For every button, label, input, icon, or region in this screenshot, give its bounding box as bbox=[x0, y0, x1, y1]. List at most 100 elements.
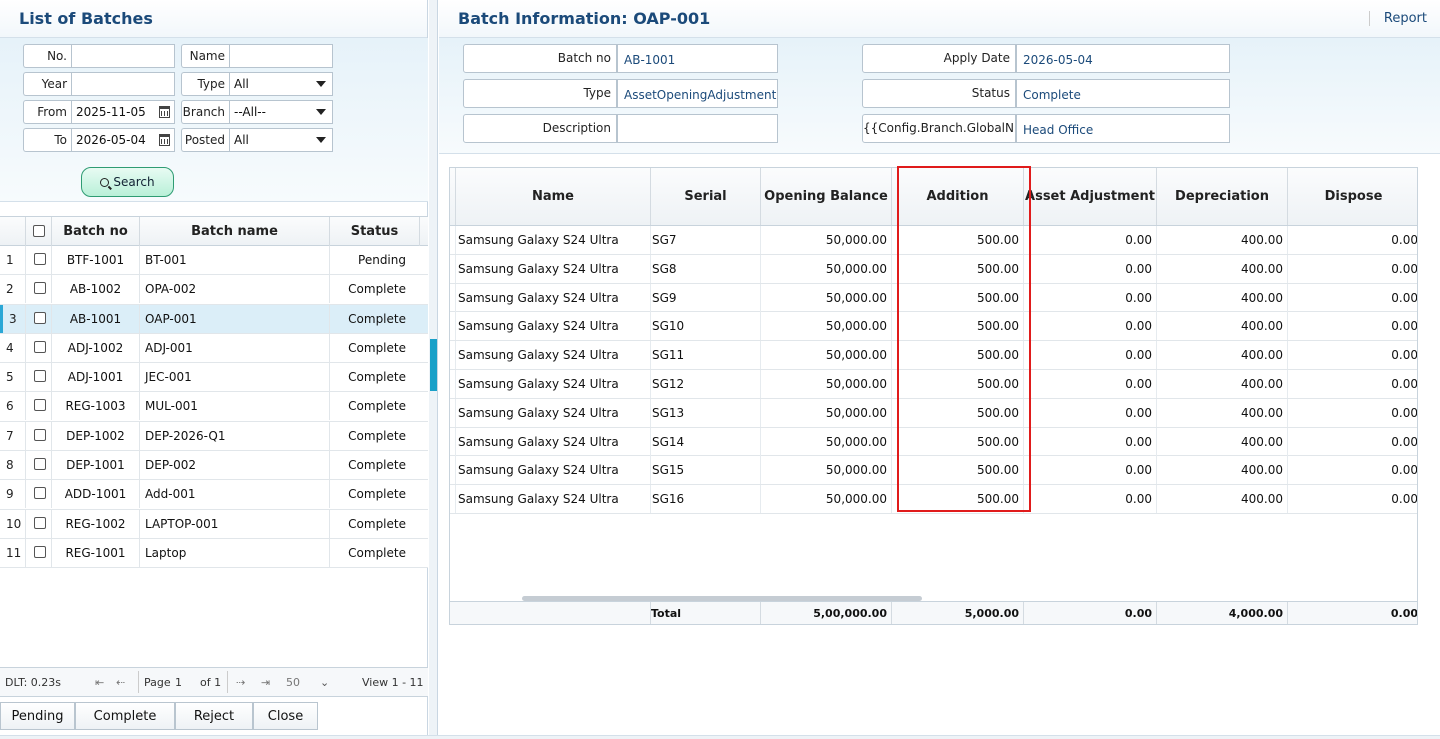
table-row[interactable]: 10 REG-1002 LAPTOP-001 Complete bbox=[0, 509, 428, 539]
page-size-select[interactable]: 50 bbox=[286, 676, 300, 689]
asset-name-cell: Samsung Galaxy S24 Ultra bbox=[456, 226, 651, 254]
table-row[interactable]: 8 DEP-1001 DEP-002 Complete bbox=[0, 451, 428, 481]
column-header-batch-name[interactable]: Batch name bbox=[140, 217, 330, 246]
apply-date-field[interactable]: 2026-05-04 bbox=[1016, 44, 1230, 73]
table-row[interactable]: Samsung Galaxy S24 Ultra SG11 50,000.00 500… bbox=[450, 341, 1417, 370]
table-row[interactable]: Samsung Galaxy S24 Ultra SG14 50,000.00 500… bbox=[450, 427, 1417, 457]
branch-field[interactable]: Head Office bbox=[1016, 114, 1230, 143]
row-checkbox[interactable] bbox=[34, 428, 46, 441]
table-row[interactable]: 2 AB-1002 OPA-002 Complete bbox=[0, 275, 428, 305]
totals-spacer bbox=[456, 602, 651, 624]
select-all-header[interactable] bbox=[26, 217, 52, 246]
row-checkbox-cell[interactable] bbox=[26, 246, 52, 274]
no-input[interactable] bbox=[71, 44, 175, 68]
calendar-icon[interactable] bbox=[159, 106, 170, 118]
row-checkbox-cell[interactable] bbox=[26, 451, 52, 480]
depreciation-cell: 400.00 bbox=[1157, 427, 1288, 456]
pane-splitter[interactable] bbox=[429, 0, 438, 739]
table-row[interactable]: 5 ADJ-1001 JEC-001 Complete bbox=[0, 363, 428, 393]
type-select[interactable]: All bbox=[229, 72, 333, 96]
next-page-icon[interactable]: ⇢ bbox=[236, 676, 246, 689]
type-field[interactable]: AssetOpeningAdjustment bbox=[617, 79, 778, 108]
column-header-addition[interactable]: Addition bbox=[892, 168, 1024, 225]
year-input[interactable] bbox=[71, 72, 175, 96]
table-row[interactable]: Samsung Galaxy S24 Ultra SG12 50,000.00 500… bbox=[450, 370, 1417, 399]
table-row[interactable]: Samsung Galaxy S24 Ultra SG13 50,000.00 500… bbox=[450, 398, 1417, 428]
from-date-input[interactable]: 2025-11-05 bbox=[71, 100, 175, 124]
table-row[interactable]: 6 REG-1003 MUL-001 Complete bbox=[0, 392, 428, 422]
posted-select[interactable]: All bbox=[229, 128, 333, 152]
asset-name-cell: Samsung Galaxy S24 Ultra bbox=[456, 370, 651, 398]
dispose-cell: 0.00 bbox=[1391, 261, 1418, 276]
close-button[interactable]: Close bbox=[253, 702, 318, 730]
table-row[interactable]: 4 ADJ-1002 ADJ-001 Complete bbox=[0, 333, 428, 364]
column-header-depreciation[interactable]: Depreciation bbox=[1157, 168, 1288, 225]
to-date-input[interactable]: 2026-05-04 bbox=[71, 128, 175, 152]
column-header-opening-balance[interactable]: Opening Balance bbox=[761, 168, 892, 225]
table-row[interactable]: 1 BTF-1001 BT-001 Pending bbox=[0, 246, 428, 276]
row-checkbox[interactable] bbox=[34, 282, 46, 295]
row-checkbox[interactable] bbox=[34, 253, 46, 265]
last-page-icon[interactable]: ⇥ bbox=[261, 676, 271, 689]
chevron-down-icon[interactable]: ⌄ bbox=[320, 676, 330, 689]
row-checkbox-cell[interactable] bbox=[26, 421, 52, 450]
first-page-icon[interactable]: ⇤ bbox=[95, 676, 105, 689]
batch-info-form: Batch no AB-1001 Type AssetOpeningAdjust… bbox=[439, 38, 1440, 154]
description-field[interactable] bbox=[617, 114, 778, 143]
column-header-asset-adjustment[interactable]: Asset Adjustment bbox=[1024, 168, 1157, 225]
row-checkbox-cell[interactable] bbox=[26, 509, 52, 538]
select-all-checkbox[interactable] bbox=[33, 225, 45, 237]
column-header-batch-no[interactable]: Batch no bbox=[52, 217, 140, 246]
table-row[interactable]: Samsung Galaxy S24 Ultra SG15 50,000.00 500… bbox=[450, 456, 1417, 486]
prev-page-icon[interactable]: ⇠ bbox=[116, 676, 126, 689]
column-header-status[interactable]: Status bbox=[330, 217, 420, 246]
batch-no-field[interactable]: AB-1001 bbox=[617, 44, 778, 73]
report-link[interactable]: Report bbox=[1368, 11, 1427, 26]
splitter-handle[interactable] bbox=[430, 339, 437, 391]
name-input[interactable] bbox=[229, 44, 333, 68]
batch-information-pane: Batch Information: OAP-001 Report Batch … bbox=[439, 0, 1440, 739]
row-checkbox-cell[interactable] bbox=[26, 363, 52, 392]
row-checkbox[interactable] bbox=[34, 516, 46, 529]
table-row[interactable]: 9 ADD-1001 Add-001 Complete bbox=[0, 480, 428, 510]
reject-button[interactable]: Reject bbox=[175, 702, 253, 730]
page-number-input[interactable]: 1 bbox=[175, 676, 182, 689]
horizontal-scrollbar[interactable] bbox=[522, 596, 922, 601]
addition-cell: 500.00 bbox=[892, 226, 1024, 254]
row-checkbox[interactable] bbox=[34, 340, 46, 353]
table-row[interactable]: 11 REG-1001 Laptop Complete bbox=[0, 538, 428, 569]
row-checkbox[interactable] bbox=[34, 399, 46, 412]
column-header-serial[interactable]: Serial bbox=[651, 168, 761, 225]
column-header-dispose[interactable]: Dispose bbox=[1324, 188, 1383, 204]
row-checkbox-cell[interactable] bbox=[26, 304, 52, 333]
branch-select[interactable]: --All-- bbox=[229, 100, 333, 124]
table-row[interactable]: Samsung Galaxy S24 Ultra SG7 50,000.00 500.… bbox=[450, 226, 1417, 255]
row-checkbox-cell[interactable] bbox=[26, 538, 52, 567]
year-label: Year bbox=[23, 72, 71, 96]
from-label: From bbox=[23, 100, 71, 124]
table-row[interactable]: 3 AB-1001 OAP-001 Complete bbox=[0, 304, 428, 334]
complete-button[interactable]: Complete bbox=[75, 702, 175, 730]
table-row[interactable]: Samsung Galaxy S24 Ultra SG10 50,000.00 500… bbox=[450, 312, 1417, 342]
calendar-icon[interactable] bbox=[159, 134, 170, 146]
table-row[interactable]: Samsung Galaxy S24 Ultra SG8 50,000.00 500.… bbox=[450, 254, 1418, 284]
batch-no-cell: REG-1002 bbox=[52, 509, 140, 538]
row-checkbox-cell[interactable] bbox=[26, 275, 52, 304]
chevron-down-icon bbox=[316, 81, 326, 87]
row-checkbox[interactable] bbox=[34, 545, 46, 558]
row-checkbox-cell[interactable] bbox=[26, 333, 52, 362]
row-checkbox[interactable] bbox=[34, 487, 46, 500]
row-checkbox-cell[interactable] bbox=[26, 392, 52, 421]
dispose-cell: 0.00 bbox=[1391, 290, 1418, 305]
search-button[interactable]: Search bbox=[81, 167, 174, 197]
table-row[interactable]: Samsung Galaxy S24 Ultra SG9 50,000.00 500.… bbox=[450, 283, 1418, 313]
pending-button[interactable]: Pending bbox=[0, 702, 75, 730]
row-checkbox[interactable] bbox=[34, 311, 46, 324]
row-checkbox[interactable] bbox=[34, 370, 46, 383]
row-checkbox[interactable] bbox=[34, 458, 46, 471]
status-field[interactable]: Complete bbox=[1016, 79, 1230, 108]
row-checkbox-cell[interactable] bbox=[26, 480, 52, 509]
table-row[interactable]: Samsung Galaxy S24 Ultra SG16 50,000.00 500… bbox=[450, 485, 1417, 514]
column-header-name[interactable]: Name bbox=[456, 168, 651, 225]
table-row[interactable]: 7 DEP-1002 DEP-2026-Q1 Complete bbox=[0, 421, 428, 452]
